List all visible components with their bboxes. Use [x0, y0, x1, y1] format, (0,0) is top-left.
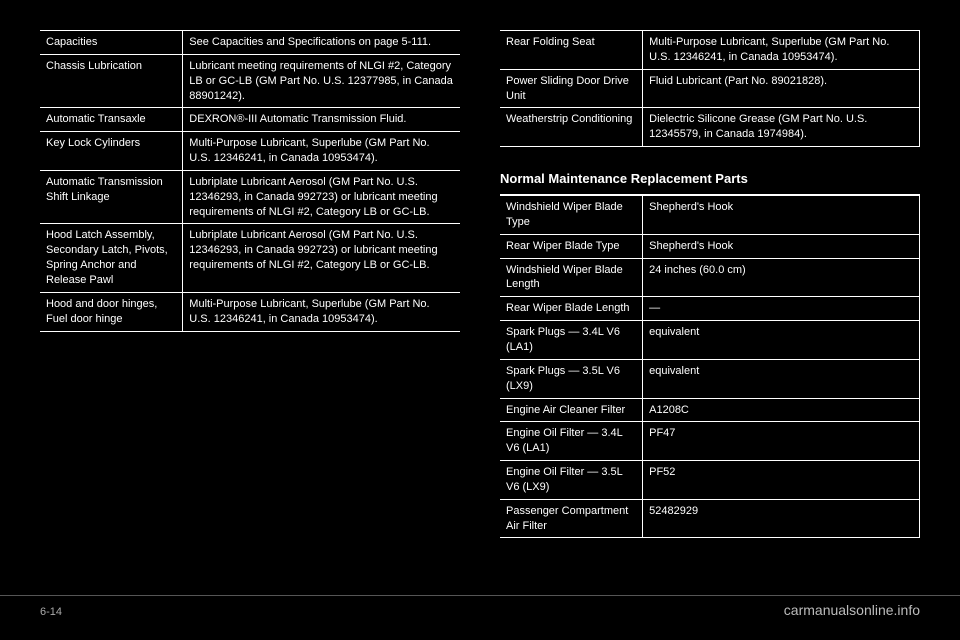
row-value: Multi-Purpose Lubricant, Superlube (GM P…	[183, 132, 460, 171]
row-label: Capacities	[40, 31, 183, 55]
row-value: equivalent	[643, 359, 920, 398]
left-table: CapacitiesSee Capacities and Specificati…	[40, 30, 460, 332]
table-row: Rear Wiper Blade Length—	[500, 297, 920, 321]
parts-section-title: Normal Maintenance Replacement Parts	[500, 171, 920, 186]
table-row: Power Sliding Door Drive UnitFluid Lubri…	[500, 69, 920, 108]
row-value: 24 inches (60.0 cm)	[643, 258, 920, 297]
row-value: Multi-Purpose Lubricant, Superlube (GM P…	[643, 31, 920, 70]
row-value: Shepherd's Hook	[643, 234, 920, 258]
table-row: Key Lock CylindersMulti-Purpose Lubrican…	[40, 132, 460, 171]
table-row: CapacitiesSee Capacities and Specificati…	[40, 31, 460, 55]
row-label: Automatic Transaxle	[40, 108, 183, 132]
table-row: Automatic Transmission Shift LinkageLubr…	[40, 170, 460, 224]
table-row: Engine Oil Filter — 3.5L V6 (LX9)PF52	[500, 461, 920, 500]
row-label: Rear Wiper Blade Type	[500, 234, 643, 258]
row-label: Spark Plugs — 3.5L V6 (LX9)	[500, 359, 643, 398]
row-label: Key Lock Cylinders	[40, 132, 183, 171]
row-value: Shepherd's Hook	[643, 195, 920, 234]
row-label: Passenger Compartment Air Filter	[500, 499, 643, 538]
table-row: Weatherstrip ConditioningDielectric Sili…	[500, 108, 920, 147]
row-value: Multi-Purpose Lubricant, Superlube (GM P…	[183, 292, 460, 331]
row-value: Fluid Lubricant (Part No. 89021828).	[643, 69, 920, 108]
row-label: Engine Oil Filter — 3.5L V6 (LX9)	[500, 461, 643, 500]
row-label: Engine Oil Filter — 3.4L V6 (LA1)	[500, 422, 643, 461]
row-label: Hood Latch Assembly, Secondary Latch, Pi…	[40, 224, 183, 292]
row-label: Rear Wiper Blade Length	[500, 297, 643, 321]
row-label: Rear Folding Seat	[500, 31, 643, 70]
table-row: Windshield Wiper Blade TypeShepherd's Ho…	[500, 195, 920, 234]
table-row: Engine Air Cleaner FilterA1208C	[500, 398, 920, 422]
row-label: Spark Plugs — 3.4L V6 (LA1)	[500, 321, 643, 360]
row-value: Lubricant meeting requirements of NLGI #…	[183, 54, 460, 108]
row-value: A1208C	[643, 398, 920, 422]
watermark: carmanualsonline.info	[0, 595, 960, 618]
table-row: Spark Plugs — 3.4L V6 (LA1)equivalent	[500, 321, 920, 360]
table-row: Hood Latch Assembly, Secondary Latch, Pi…	[40, 224, 460, 292]
row-label: Hood and door hinges, Fuel door hinge	[40, 292, 183, 331]
table-row: Hood and door hinges, Fuel door hingeMul…	[40, 292, 460, 331]
left-column: CapacitiesSee Capacities and Specificati…	[40, 30, 460, 562]
row-value: equivalent	[643, 321, 920, 360]
right-column: Rear Folding SeatMulti-Purpose Lubricant…	[500, 30, 920, 562]
right-top-table: Rear Folding SeatMulti-Purpose Lubricant…	[500, 30, 920, 147]
table-row: Passenger Compartment Air Filter52482929	[500, 499, 920, 538]
table-row: Rear Folding SeatMulti-Purpose Lubricant…	[500, 31, 920, 70]
row-label: Windshield Wiper Blade Length	[500, 258, 643, 297]
row-label: Weatherstrip Conditioning	[500, 108, 643, 147]
table-row: Automatic TransaxleDEXRON®-III Automatic…	[40, 108, 460, 132]
row-value: PF52	[643, 461, 920, 500]
table-row: Windshield Wiper Blade Length24 inches (…	[500, 258, 920, 297]
table-row: Rear Wiper Blade TypeShepherd's Hook	[500, 234, 920, 258]
row-label: Power Sliding Door Drive Unit	[500, 69, 643, 108]
table-row: Engine Oil Filter — 3.4L V6 (LA1)PF47	[500, 422, 920, 461]
table-row: Chassis LubricationLubricant meeting req…	[40, 54, 460, 108]
row-value: —	[643, 297, 920, 321]
row-value: 52482929	[643, 499, 920, 538]
row-value: See Capacities and Specifications on pag…	[183, 31, 460, 55]
row-label: Chassis Lubrication	[40, 54, 183, 108]
row-value: DEXRON®-III Automatic Transmission Fluid…	[183, 108, 460, 132]
row-value: PF47	[643, 422, 920, 461]
right-bottom-table: Windshield Wiper Blade TypeShepherd's Ho…	[500, 194, 920, 538]
row-value: Lubriplate Lubricant Aerosol (GM Part No…	[183, 224, 460, 292]
row-value: Lubriplate Lubricant Aerosol (GM Part No…	[183, 170, 460, 224]
row-label: Automatic Transmission Shift Linkage	[40, 170, 183, 224]
table-row: Spark Plugs — 3.5L V6 (LX9)equivalent	[500, 359, 920, 398]
row-label: Windshield Wiper Blade Type	[500, 195, 643, 234]
row-label: Engine Air Cleaner Filter	[500, 398, 643, 422]
row-value: Dielectric Silicone Grease (GM Part No. …	[643, 108, 920, 147]
